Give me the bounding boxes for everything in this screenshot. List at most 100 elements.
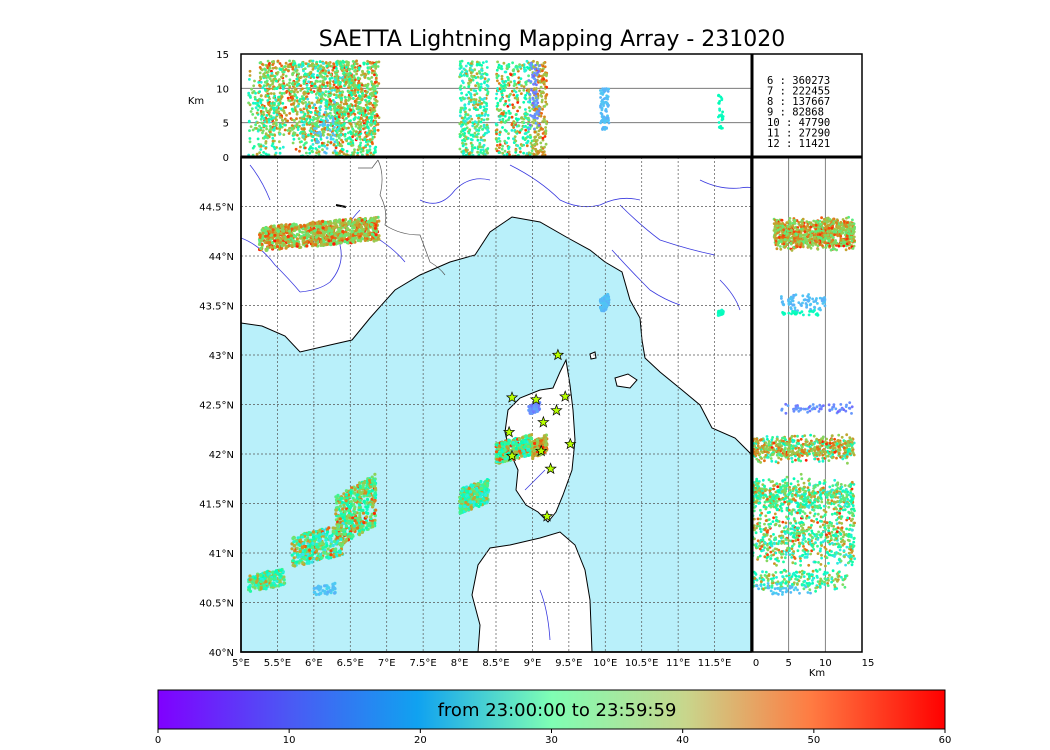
lightning-source-point bbox=[345, 537, 349, 542]
lightning-source-point bbox=[371, 501, 375, 505]
lightning-source-point bbox=[373, 226, 377, 230]
lightning-source-point bbox=[279, 568, 283, 572]
top-altitude-point bbox=[469, 62, 473, 65]
top-altitude-point bbox=[529, 141, 533, 145]
top-altitude-point bbox=[509, 73, 513, 76]
lightning-source-point bbox=[253, 586, 257, 590]
top-altitude-point bbox=[472, 98, 476, 101]
top-altitude-point bbox=[482, 118, 486, 122]
lightning-source-point bbox=[272, 581, 276, 585]
lightning-source-point bbox=[323, 584, 327, 588]
lightning-source-point bbox=[264, 580, 268, 584]
lightning-source-point bbox=[308, 544, 312, 548]
top-altitude-point bbox=[486, 85, 490, 88]
top-altitude-point bbox=[286, 119, 289, 123]
top-altitude-point bbox=[460, 124, 463, 128]
top-altitude-point bbox=[482, 150, 486, 153]
top-altitude-point bbox=[501, 126, 504, 129]
lightning-source-point bbox=[269, 577, 273, 581]
top-altitude-point bbox=[501, 117, 505, 121]
top-altitude-point bbox=[538, 149, 542, 152]
lightning-source-point bbox=[319, 553, 323, 557]
top-altitude-point bbox=[473, 120, 477, 123]
lightning-source-point bbox=[247, 588, 252, 592]
top-altitude-point bbox=[326, 133, 330, 136]
lightning-source-point bbox=[481, 483, 485, 487]
lightning-source-point bbox=[352, 524, 356, 528]
lightning-source-point bbox=[346, 503, 350, 507]
lon-tick-label: 7.5°E bbox=[410, 658, 437, 669]
lightning-source-point bbox=[293, 226, 297, 230]
lightning-source-point bbox=[370, 497, 374, 501]
top-altitude-point bbox=[481, 127, 484, 131]
lightning-source-point bbox=[336, 230, 340, 234]
lightning-source-point bbox=[306, 552, 310, 556]
top-altitude-point bbox=[520, 92, 523, 95]
top-altitude-point bbox=[260, 121, 264, 125]
top-altitude-point bbox=[522, 85, 526, 88]
lightning-source-point bbox=[522, 449, 526, 453]
top-altitude-point bbox=[518, 106, 522, 109]
lightning-source-point bbox=[464, 508, 468, 512]
lightning-source-point bbox=[302, 233, 306, 237]
top-altitude-point bbox=[463, 104, 467, 107]
top-altitude-point bbox=[512, 84, 516, 88]
lightning-source-point bbox=[293, 564, 297, 568]
top-altitude-point bbox=[522, 117, 526, 121]
lightning-source-point bbox=[514, 446, 518, 451]
top-altitude-point bbox=[517, 76, 521, 80]
top-altitude-point bbox=[479, 138, 483, 142]
top-altitude-point bbox=[523, 96, 527, 100]
top-altitude-point bbox=[460, 91, 463, 95]
top-altitude-point bbox=[513, 72, 517, 76]
lightning-source-point bbox=[267, 236, 271, 240]
top-altitude-point bbox=[506, 75, 509, 79]
lightning-source-point bbox=[323, 243, 327, 247]
lightning-source-point bbox=[526, 453, 530, 457]
lightning-source-point bbox=[308, 556, 312, 561]
map-panel: 5°E 5.5°E 6°E 6.5°E 7°E 7.5°E 8°E 8.5°E 9°E 9.5°E… bbox=[199, 156, 752, 669]
top-altitude-point bbox=[319, 89, 323, 93]
top-altitude-point bbox=[494, 122, 498, 126]
lightning-source-point bbox=[306, 533, 310, 537]
top-altitude-point bbox=[458, 86, 462, 90]
top-altitude-point bbox=[267, 102, 270, 106]
map-scatter bbox=[247, 215, 725, 597]
lightning-source-point bbox=[466, 502, 470, 506]
top-altitude-point bbox=[331, 68, 335, 72]
lightning-source-point bbox=[343, 240, 347, 244]
top-altitude-point bbox=[532, 152, 536, 156]
lightning-source-point bbox=[479, 479, 483, 484]
top-altitude-point bbox=[518, 147, 522, 150]
lightning-source-point bbox=[264, 234, 268, 238]
top-altitude-point bbox=[324, 93, 327, 97]
top-altitude-point bbox=[532, 90, 535, 94]
lightning-source-point bbox=[377, 234, 381, 238]
top-altitude-point bbox=[377, 82, 381, 85]
top-altitude-point bbox=[543, 80, 546, 84]
top-altitude-point bbox=[532, 77, 536, 80]
top-altitude-point bbox=[482, 105, 486, 109]
top-altitude-point bbox=[504, 99, 508, 103]
top-altitude-point bbox=[289, 62, 293, 66]
lightning-source-point bbox=[350, 535, 354, 539]
top-altitude-point bbox=[495, 92, 499, 96]
lightning-source-point bbox=[259, 577, 263, 581]
top-altitude-point bbox=[533, 127, 536, 131]
lightning-source-point bbox=[321, 532, 325, 536]
top-altitude-point bbox=[371, 69, 374, 73]
top-altitude-point bbox=[542, 77, 546, 81]
lightning-source-point bbox=[358, 503, 362, 507]
top-altitude-point bbox=[538, 107, 541, 111]
top-altitude-point bbox=[264, 125, 268, 128]
lightning-source-point bbox=[358, 481, 362, 485]
lightning-source-point bbox=[533, 441, 537, 446]
lightning-source-point bbox=[310, 553, 314, 557]
top-altitude-point bbox=[475, 92, 479, 95]
lightning-source-point bbox=[343, 532, 347, 536]
top-altitude-point bbox=[512, 105, 516, 109]
top-altitude-point bbox=[465, 74, 469, 78]
lightning-source-point bbox=[258, 233, 262, 237]
lightning-source-point bbox=[518, 449, 522, 453]
top-altitude-point bbox=[303, 67, 307, 70]
